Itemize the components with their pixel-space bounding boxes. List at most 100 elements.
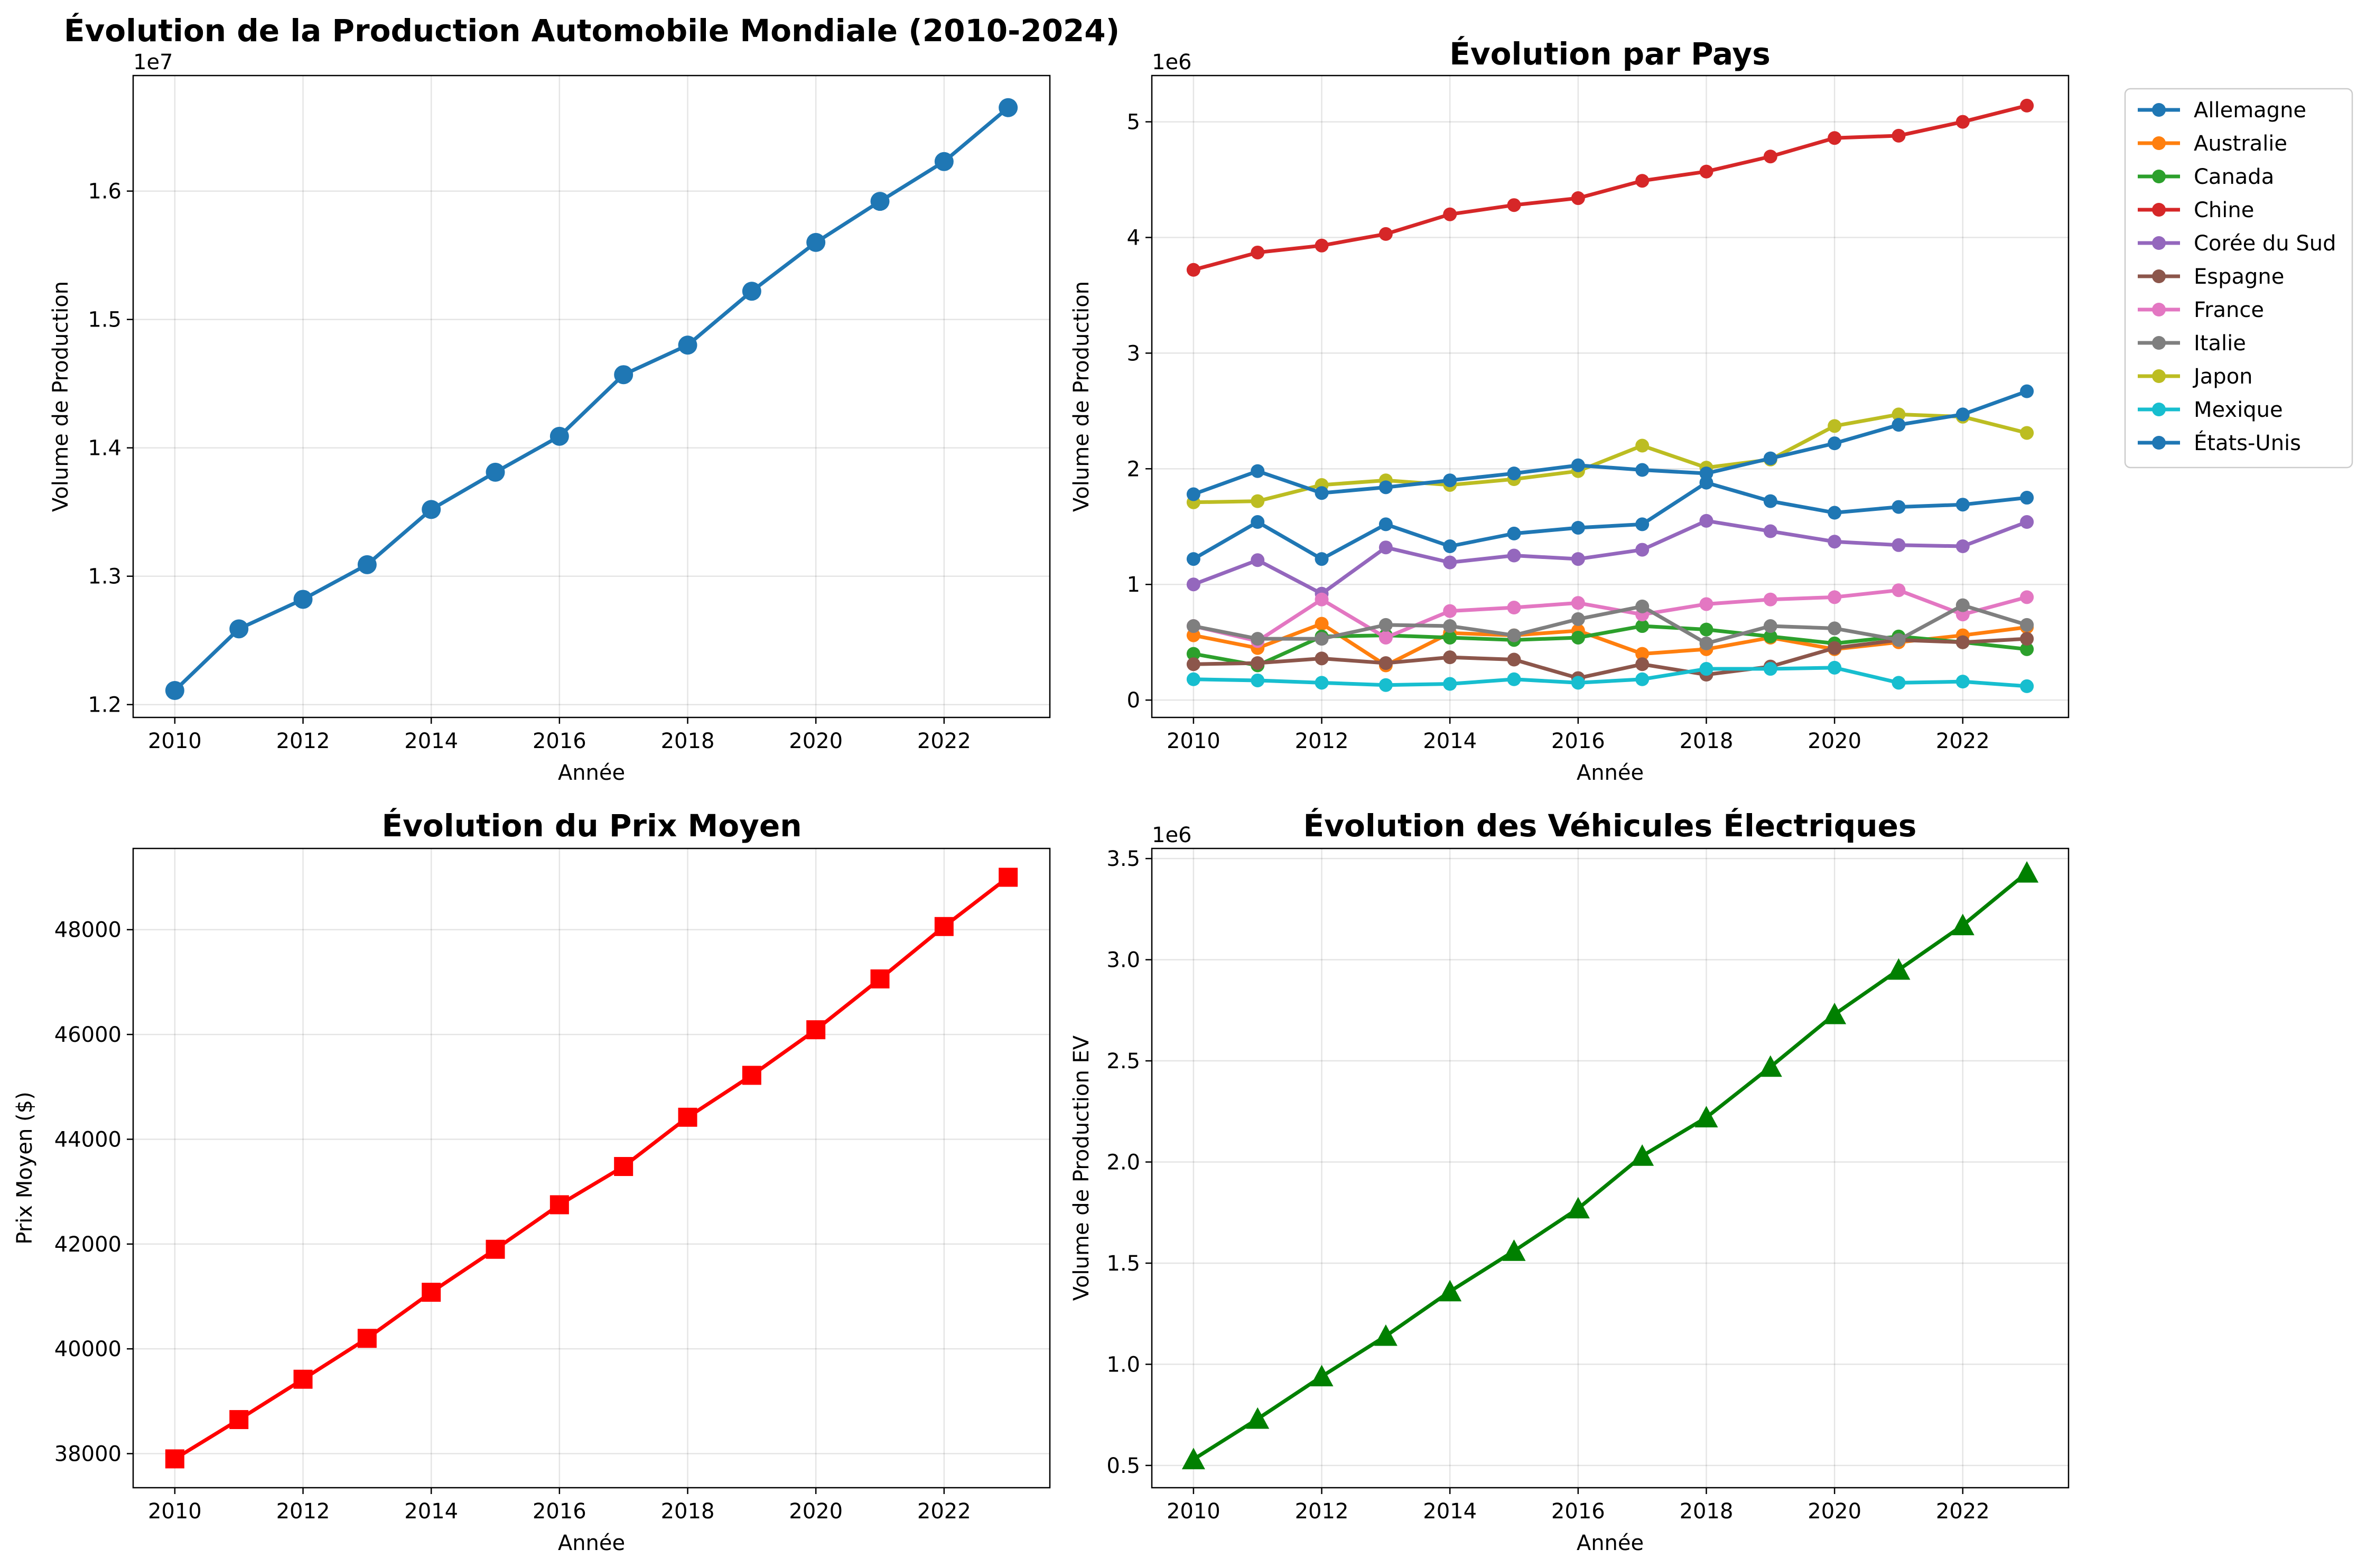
- data-point: [1186, 647, 1200, 661]
- data-point: [1635, 672, 1650, 686]
- data-point: [2020, 426, 2034, 440]
- data-point: [2020, 515, 2034, 529]
- y-offset-label: 1e7: [133, 50, 173, 74]
- data-point: [1694, 1106, 1718, 1127]
- legend-entry: États-Unis: [2194, 430, 2301, 455]
- series-line: [1191, 871, 2029, 1461]
- x-tick-label: 2012: [1295, 1499, 1349, 1524]
- data-point: [422, 1283, 441, 1302]
- x-tick-label: 2018: [661, 1499, 715, 1524]
- data-point: [742, 1066, 761, 1085]
- data-point: [1763, 629, 1777, 643]
- data-point: [1251, 656, 1265, 670]
- data-point: [870, 192, 890, 211]
- x-axis-label: Année: [558, 761, 625, 785]
- data-point: [422, 500, 441, 519]
- data-point: [357, 555, 377, 574]
- data-point: [1892, 583, 1906, 598]
- y-tick-label: 1.4: [88, 436, 122, 461]
- data-point: [1246, 1407, 1270, 1429]
- data-point: [1892, 407, 1906, 422]
- data-point: [229, 1410, 249, 1430]
- data-point: [293, 1369, 313, 1389]
- y-tick-label: 1.0: [1106, 1352, 1140, 1377]
- data-point: [165, 1449, 184, 1469]
- legend-marker: [2152, 303, 2166, 316]
- data-point: [1571, 596, 1585, 610]
- data-point: [2020, 632, 2034, 646]
- data-point: [1571, 552, 1585, 566]
- data-point: [1571, 458, 1585, 472]
- data-point: [549, 426, 569, 446]
- data-point: [1315, 486, 1329, 500]
- y-tick-label: 42000: [54, 1233, 122, 1257]
- data-point: [678, 1107, 697, 1127]
- x-tick-label: 2010: [148, 1499, 202, 1524]
- data-point: [1378, 678, 1393, 692]
- legend-entry: Mexique: [2194, 398, 2283, 422]
- chart-4: 2010 2012 2014 2016 2018 2020 2022 0.5 1.0 1.5 2.0…: [1069, 807, 2070, 1555]
- data-point: [1763, 619, 1777, 633]
- data-point: [1892, 418, 1906, 432]
- data-point: [1186, 619, 1200, 633]
- data-point: [1443, 207, 1457, 221]
- series-line--tats-unis: [1191, 389, 2029, 496]
- data-point: [1378, 517, 1393, 531]
- x-tick-label: 2012: [1295, 729, 1349, 753]
- data-point: [1635, 438, 1650, 453]
- data-point: [1828, 590, 1842, 604]
- data-point: [2015, 861, 2039, 883]
- data-point: [1374, 1324, 1398, 1346]
- data-point: [1378, 480, 1393, 494]
- x-tick-label: 2022: [1936, 1499, 1990, 1524]
- y-axis-label: Prix Moyen ($): [13, 1091, 37, 1244]
- x-tick-label: 2020: [1808, 729, 1861, 753]
- data-point: [1635, 647, 1650, 661]
- chart-title: Évolution du Prix Moyen: [382, 807, 802, 844]
- data-point: [1635, 619, 1650, 633]
- chart-3: 2010 2012 2014 2016 2018 2020 2022 38000 40000 42…: [13, 807, 1051, 1555]
- data-point: [2020, 618, 2034, 632]
- x-tick-label: 2016: [1551, 729, 1605, 753]
- data-point: [1828, 419, 1842, 433]
- x-tick-label: 2010: [148, 729, 202, 753]
- y-tick-label: 1.5: [1106, 1252, 1140, 1276]
- chart-title: Évolution des Véhicules Électriques: [1303, 807, 1917, 844]
- data-point: [614, 365, 634, 385]
- data-point: [1892, 676, 1906, 690]
- data-point: [1181, 1448, 1205, 1470]
- data-point: [1507, 628, 1521, 642]
- data-point: [1315, 592, 1329, 606]
- y-tick-label: 3.5: [1106, 847, 1140, 871]
- data-point: [1443, 619, 1457, 633]
- y-tick-label: 1: [1127, 573, 1140, 597]
- data-point: [1310, 1365, 1334, 1387]
- data-point: [1955, 407, 1970, 422]
- x-tick-label: 2016: [1551, 1499, 1605, 1524]
- chart-2: 2010 2012 2014 2016 2018 2020 2022 0 1 2 3 4 5 1e6 Évo…: [1069, 35, 2353, 785]
- y-tick-label: 2: [1127, 457, 1140, 481]
- data-point: [934, 152, 954, 171]
- x-tick-label: 2010: [1167, 729, 1221, 753]
- data-point: [806, 1020, 826, 1040]
- x-tick-label: 2022: [917, 1499, 971, 1524]
- data-point: [2020, 491, 2034, 505]
- data-point: [1186, 672, 1200, 686]
- y-tick-label: 2.5: [1106, 1049, 1140, 1074]
- chart-title: Évolution par Pays: [1449, 35, 1770, 72]
- data-point: [1571, 630, 1585, 645]
- series-line-espagne: [1191, 637, 2029, 680]
- data-point: [1635, 657, 1650, 671]
- data-point: [1186, 263, 1200, 277]
- data-point: [1828, 436, 1842, 451]
- data-point: [1186, 657, 1200, 671]
- legend-marker: [2152, 236, 2166, 250]
- data-point: [1635, 463, 1650, 477]
- data-point: [1699, 597, 1713, 611]
- data-point: [1892, 500, 1906, 514]
- data-point: [1699, 636, 1713, 650]
- legend-entry: Corée du Sud: [2194, 231, 2336, 256]
- y-offset-label: 1e6: [1152, 50, 1192, 74]
- data-point: [1378, 630, 1393, 645]
